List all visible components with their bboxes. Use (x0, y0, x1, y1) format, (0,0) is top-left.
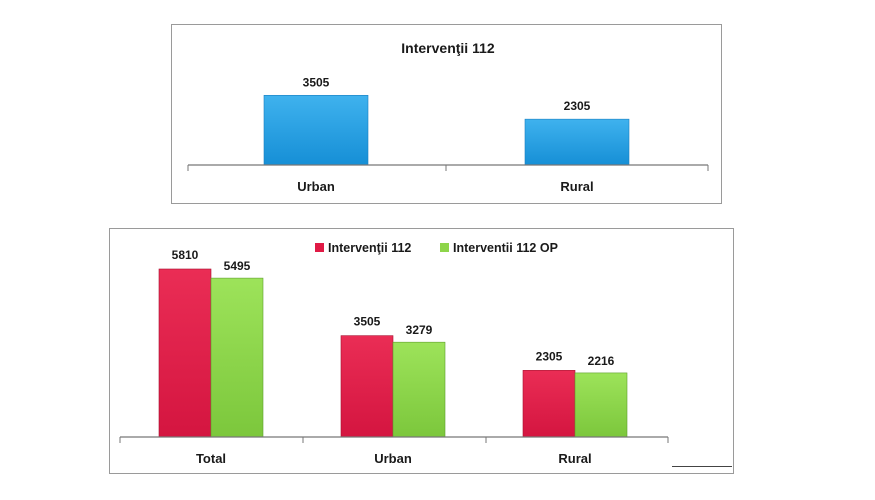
tick-label-rural: Rural (560, 179, 593, 194)
data-label-rural-interven-ii-112: 2305 (536, 349, 563, 363)
chart-title: Intervenţii 112 (401, 40, 495, 56)
legend: Intervenţii 112 Interventii 112 OP (315, 241, 558, 255)
bar-urban-interventii-112-op (392, 341, 446, 438)
chart-panel-urban-rural: Intervenţii 112 3505 Urban 2305 Rural (171, 24, 722, 204)
data-label-urban-interven-ii-112: 3505 (354, 315, 381, 329)
data-label-rural: 2305 (564, 99, 591, 113)
tick-label-total: Total (196, 451, 226, 466)
scan-mark (672, 466, 732, 467)
data-label-urban-interventii-112-op: 3279 (406, 323, 433, 337)
legend-label-interven-ii-112: Intervenţii 112 (328, 241, 411, 255)
chart-top-svg: Intervenţii 112 3505 Urban 2305 Rural (187, 40, 709, 194)
bar-rural-interven-ii-112 (522, 370, 576, 438)
data-label-urban: 3505 (303, 75, 330, 89)
bar-rural-interventii-112-op (574, 372, 628, 438)
tick-label-urban: Urban (374, 451, 412, 466)
legend-swatch-interventii-112-op (440, 243, 449, 252)
legend-swatch-interven-ii-112 (315, 243, 324, 252)
bar-total-interventii-112-op (210, 277, 264, 438)
bar-rural (524, 118, 630, 166)
tick-label-rural: Rural (558, 451, 591, 466)
bar-total-interven-ii-112 (158, 268, 212, 438)
chart-panel-total-urban-rural: Intervenţii 112 Interventii 112 OP 5810 54… (109, 228, 734, 474)
tick-label-urban: Urban (297, 179, 335, 194)
legend-label-interventii-112-op: Interventii 112 OP (453, 241, 558, 255)
chart-bottom-svg: Intervenţii 112 Interventii 112 OP 5810 54… (119, 241, 669, 466)
data-label-rural-interventii-112-op: 2216 (588, 354, 615, 368)
data-label-total-interven-ii-112: 5810 (172, 248, 199, 262)
bar-urban (263, 94, 369, 166)
data-label-total-interventii-112-op: 5495 (224, 259, 251, 273)
bar-urban-interven-ii-112 (340, 335, 394, 438)
